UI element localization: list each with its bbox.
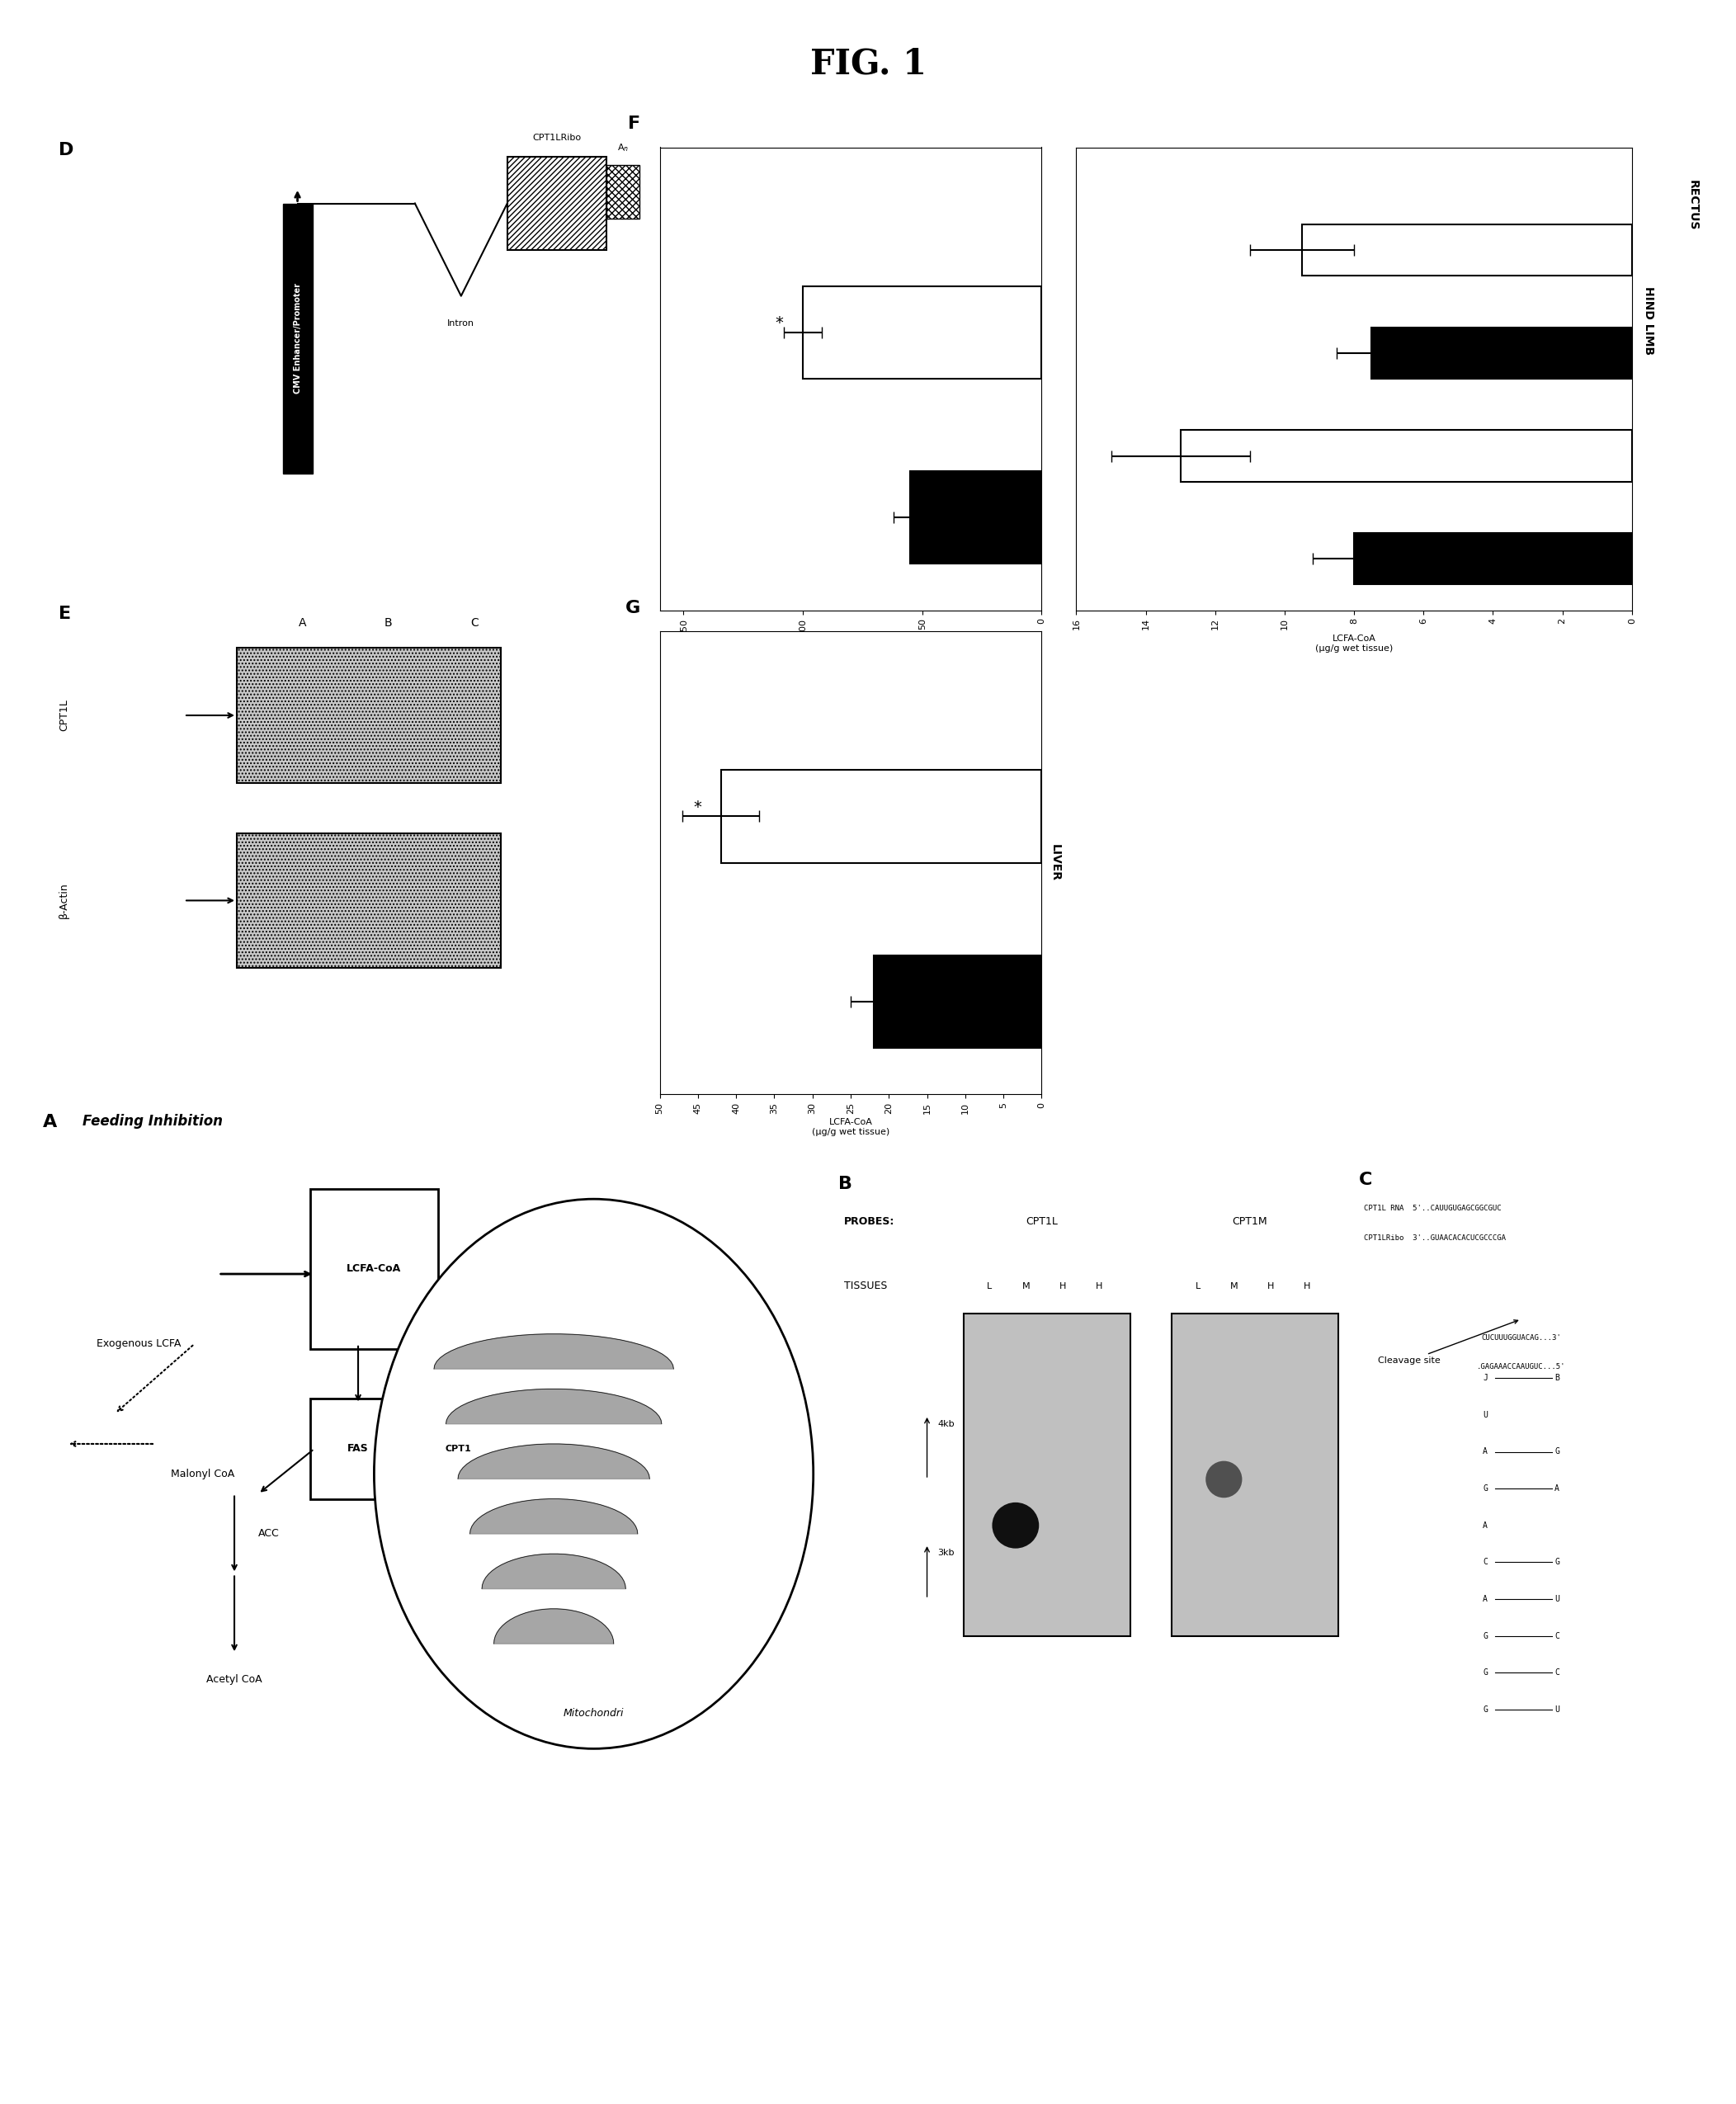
FancyBboxPatch shape xyxy=(283,204,312,473)
Text: G: G xyxy=(625,600,641,616)
Text: G: G xyxy=(1555,1448,1559,1456)
Text: U: U xyxy=(1555,1706,1559,1713)
X-axis label: LCFA-CoA
(μg/g wet tissue): LCFA-CoA (μg/g wet tissue) xyxy=(812,1119,889,1136)
Text: D: D xyxy=(59,141,75,158)
Text: E: E xyxy=(59,606,71,623)
Text: β-Actin: β-Actin xyxy=(59,882,69,919)
Text: G: G xyxy=(1555,1559,1559,1565)
Text: C: C xyxy=(1359,1172,1373,1189)
Bar xyxy=(873,955,1042,1048)
Text: Cleavage site: Cleavage site xyxy=(1378,1319,1517,1365)
Text: C: C xyxy=(1483,1559,1488,1565)
Text: *: * xyxy=(694,800,701,814)
Text: CMV Enhancer/Promoter: CMV Enhancer/Promoter xyxy=(293,284,302,393)
Text: U: U xyxy=(1483,1412,1488,1418)
Polygon shape xyxy=(458,1443,649,1479)
Text: G: G xyxy=(1483,1485,1488,1492)
Text: TISSUES: TISSUES xyxy=(844,1281,887,1292)
Text: FIG. 1: FIG. 1 xyxy=(809,46,927,80)
Polygon shape xyxy=(470,1498,637,1534)
Text: H: H xyxy=(1267,1281,1274,1290)
FancyBboxPatch shape xyxy=(236,648,500,783)
Text: CPT1L: CPT1L xyxy=(1026,1216,1057,1227)
Text: J: J xyxy=(1483,1374,1488,1382)
Text: G: G xyxy=(1483,1706,1488,1713)
Text: A: A xyxy=(1483,1448,1488,1456)
Bar xyxy=(1354,532,1632,585)
Text: U: U xyxy=(1555,1595,1559,1603)
Text: A$_n$: A$_n$ xyxy=(616,141,628,154)
Ellipse shape xyxy=(1205,1460,1243,1498)
Text: Mitochondri: Mitochondri xyxy=(564,1708,623,1719)
Text: CPT1L: CPT1L xyxy=(59,699,69,732)
Bar xyxy=(1371,328,1632,379)
X-axis label: CPT1L RNA
(% of control): CPT1L RNA (% of control) xyxy=(819,640,882,659)
FancyBboxPatch shape xyxy=(1172,1313,1338,1637)
Text: CUCUUUGGUACAG...3': CUCUUUGGUACAG...3' xyxy=(1481,1334,1561,1342)
Text: B: B xyxy=(385,616,392,629)
Text: A: A xyxy=(1483,1521,1488,1530)
FancyBboxPatch shape xyxy=(311,1189,437,1349)
Text: ACC: ACC xyxy=(259,1528,279,1540)
Text: 3kb: 3kb xyxy=(937,1549,955,1557)
Text: C: C xyxy=(1555,1633,1559,1639)
Text: A: A xyxy=(299,616,307,629)
Text: RECTUS: RECTUS xyxy=(1687,179,1700,231)
Text: L: L xyxy=(1196,1281,1200,1290)
Text: PROBES:: PROBES: xyxy=(844,1216,894,1227)
Text: Exogenous LCFA: Exogenous LCFA xyxy=(95,1338,181,1349)
Text: A: A xyxy=(1555,1485,1559,1492)
Text: .GAGAAACCAAUGUC...5': .GAGAAACCAAUGUC...5' xyxy=(1477,1363,1566,1372)
Text: CPT1L RNA  5'..CAUUGUGAGCGGCGUC: CPT1L RNA 5'..CAUUGUGAGCGGCGUC xyxy=(1364,1206,1502,1212)
Text: G: G xyxy=(1483,1633,1488,1639)
Text: A: A xyxy=(1483,1595,1488,1603)
Bar xyxy=(1302,225,1632,276)
FancyBboxPatch shape xyxy=(507,158,606,250)
Text: CPT1LRibo  3'..GUAACACACUCGCCCGA: CPT1LRibo 3'..GUAACACACUCGCCCGA xyxy=(1364,1235,1505,1241)
Text: LCFA-CoA: LCFA-CoA xyxy=(347,1265,401,1275)
Polygon shape xyxy=(495,1610,615,1643)
Polygon shape xyxy=(434,1334,674,1370)
Text: LIVER: LIVER xyxy=(1049,844,1061,882)
Text: H: H xyxy=(1059,1281,1066,1290)
Polygon shape xyxy=(446,1389,661,1424)
Text: A: A xyxy=(43,1115,57,1130)
Text: H: H xyxy=(1304,1281,1311,1290)
Text: M: M xyxy=(1023,1281,1029,1290)
Text: Malonyl CoA: Malonyl CoA xyxy=(170,1469,234,1479)
Text: HIND LIMB: HIND LIMB xyxy=(1642,286,1654,356)
Text: FAS: FAS xyxy=(347,1443,368,1454)
FancyBboxPatch shape xyxy=(406,1378,510,1519)
FancyBboxPatch shape xyxy=(606,164,639,219)
Text: B: B xyxy=(1555,1374,1559,1382)
Text: F: F xyxy=(628,116,641,133)
Bar xyxy=(802,286,1042,379)
Text: G: G xyxy=(1483,1668,1488,1677)
Text: H: H xyxy=(1095,1281,1102,1290)
Text: Acetyl CoA: Acetyl CoA xyxy=(207,1675,262,1685)
X-axis label: LCFA-CoA
(μg/g wet tissue): LCFA-CoA (μg/g wet tissue) xyxy=(1316,635,1392,652)
FancyBboxPatch shape xyxy=(963,1313,1130,1637)
Text: C: C xyxy=(470,616,479,629)
Bar xyxy=(720,770,1042,863)
Text: M: M xyxy=(1231,1281,1238,1290)
Text: CPT1M: CPT1M xyxy=(1233,1216,1267,1227)
Bar xyxy=(910,471,1042,564)
Text: *: * xyxy=(774,316,783,330)
Text: L: L xyxy=(988,1281,991,1290)
Text: B: B xyxy=(838,1176,852,1193)
Text: 4kb: 4kb xyxy=(937,1420,955,1429)
Text: C: C xyxy=(1555,1668,1559,1677)
Ellipse shape xyxy=(993,1502,1038,1549)
Text: CPT1: CPT1 xyxy=(444,1445,470,1454)
FancyBboxPatch shape xyxy=(311,1399,406,1498)
Text: Intron: Intron xyxy=(448,320,474,328)
Polygon shape xyxy=(483,1555,625,1589)
Bar xyxy=(1180,429,1632,482)
FancyBboxPatch shape xyxy=(236,833,500,968)
Text: CPT1LRibo: CPT1LRibo xyxy=(533,133,582,141)
Ellipse shape xyxy=(375,1199,814,1748)
Text: Feeding Inhibition: Feeding Inhibition xyxy=(83,1115,222,1130)
